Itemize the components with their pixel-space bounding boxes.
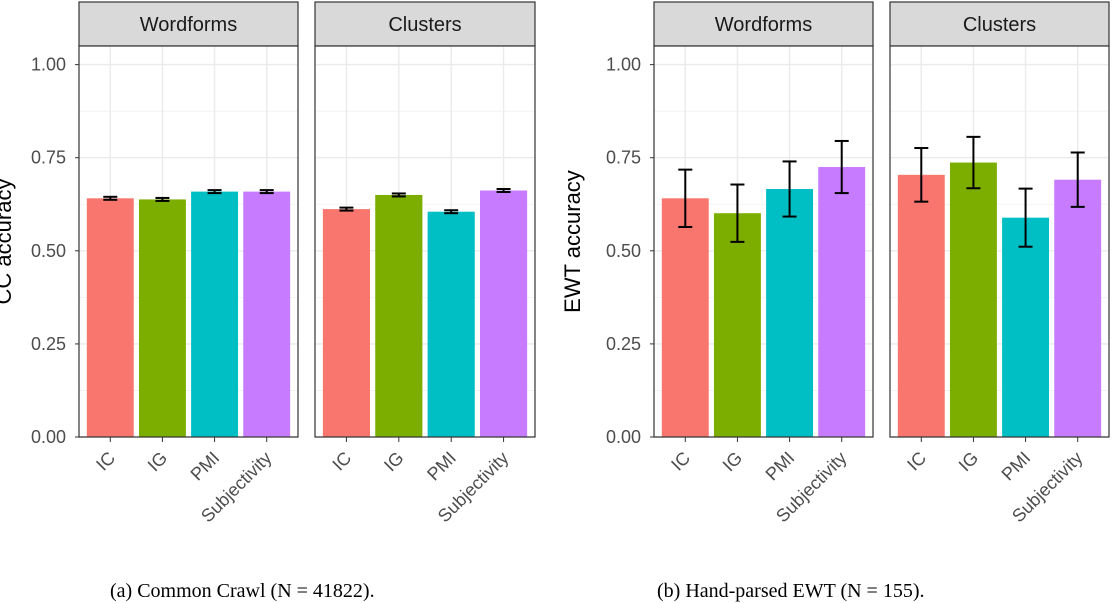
bar-ic: [322, 209, 370, 437]
bar-pmi: [191, 191, 239, 437]
panel-border: [889, 45, 1110, 438]
bar-ic: [661, 198, 709, 437]
chart-b: EWT accuracy 0.00 0.25 0.50 0.75 1.00 Wordform…: [560, 1, 1110, 526]
caption-b: (b) Hand-parsed EWT (N = 155).: [657, 580, 925, 602]
bar-subjectivity: [818, 167, 866, 437]
bar-subjectivity: [480, 190, 528, 437]
y-tick-label: 0.25: [606, 334, 641, 354]
panel-border: [314, 45, 536, 438]
x-tick-label: PMI: [998, 448, 1035, 485]
x-tick-label: IG: [380, 448, 408, 476]
facet-strip: [314, 1, 536, 47]
bar-ig: [138, 199, 186, 437]
facet-strip: [78, 1, 299, 47]
caption-a: (a) Common Crawl (N = 41822).: [110, 580, 375, 602]
x-tick-label: PMI: [187, 448, 224, 485]
facet-strip: [653, 1, 874, 47]
facet-strip-label: Wordforms: [140, 14, 237, 36]
facet-strip-label: Clusters: [963, 14, 1036, 36]
panel-border: [78, 45, 299, 438]
bar-pmi: [766, 188, 814, 437]
x-tick-label: IC: [667, 448, 694, 475]
y-tick-label: 0.00: [606, 427, 641, 447]
bar-ig: [949, 162, 997, 437]
x-tick-label: IG: [144, 448, 172, 476]
bar-subjectivity: [1054, 179, 1102, 438]
y-tick-label: 0.50: [606, 241, 641, 261]
x-tick-label: IC: [903, 448, 930, 475]
bar-subjectivity: [243, 191, 291, 437]
facet-strip-label: Clusters: [388, 14, 461, 36]
y-tick-label: 0.00: [31, 427, 66, 447]
y-tick-label: 0.50: [31, 241, 66, 261]
y-tick-label: 0.25: [31, 334, 66, 354]
y-axis-label: EWT accuracy: [560, 170, 585, 313]
x-tick-label: PMI: [423, 448, 460, 485]
bar-pmi: [1002, 217, 1050, 437]
x-tick-label: IG: [719, 448, 747, 476]
facet-strip-label: Wordforms: [715, 14, 812, 36]
facet-strip: [889, 1, 1110, 47]
y-tick-label: 1.00: [31, 55, 66, 75]
panel-border: [653, 45, 874, 438]
bar-ig: [713, 213, 761, 437]
y-tick-label: 1.00: [606, 55, 641, 75]
y-tick-label: 0.75: [606, 148, 641, 168]
y-tick-label: 0.75: [31, 148, 66, 168]
bar-pmi: [427, 211, 475, 437]
y-axis-label: CC accuracy: [0, 179, 16, 305]
x-tick-label: PMI: [762, 448, 799, 485]
x-tick-label: IG: [955, 448, 983, 476]
bar-ic: [897, 174, 945, 437]
x-tick-label: IC: [328, 448, 355, 475]
x-tick-label: IC: [92, 448, 119, 475]
chart-a: CC accuracy 0.00 0.25 0.50 0.75 1.00 Wordforms…: [0, 1, 536, 526]
bar-ic: [86, 198, 134, 437]
bar-ig: [375, 194, 423, 437]
